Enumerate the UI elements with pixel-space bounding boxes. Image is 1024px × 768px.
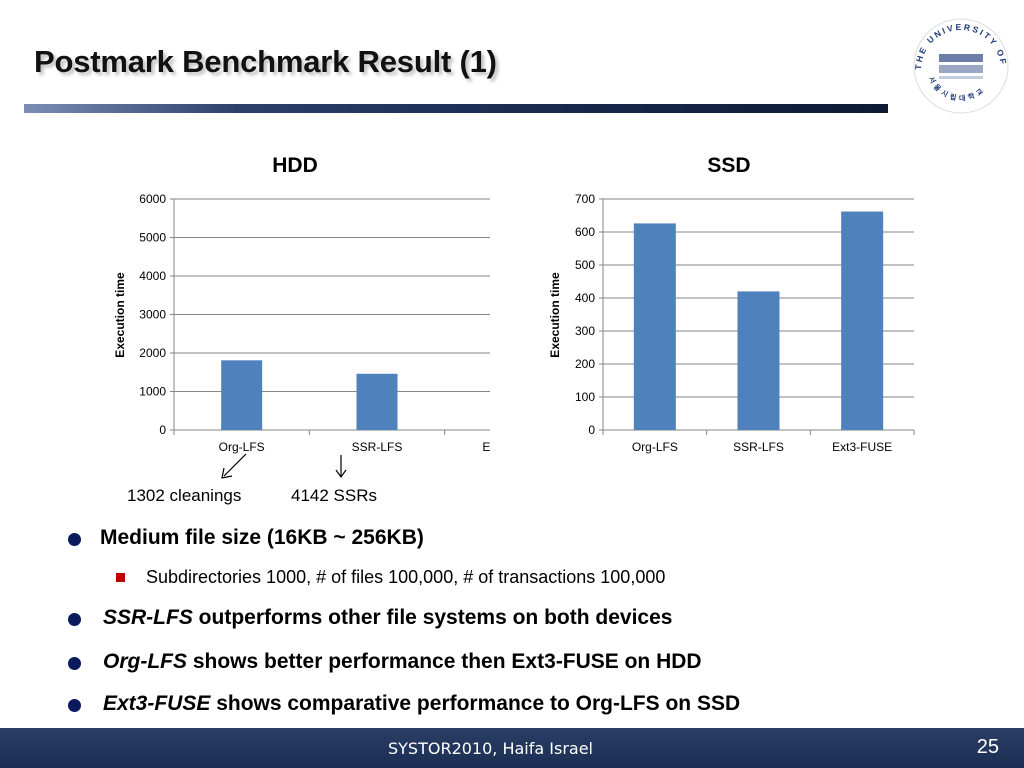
bullet-ext3-fuse-italic: Ext3-FUSE (103, 692, 211, 715)
hdd-chart-title: HDD (272, 154, 318, 177)
bullet-org-lfs-text: shows better performance then Ext3-FUSE … (187, 650, 702, 673)
sub-bullet-parameters-text: Subdirectories 1000, # of files 100,000,… (146, 567, 666, 587)
hdd-x-tick-label: Org-LFS (219, 440, 265, 454)
bullet-org-lfs-italic: Org-LFS (103, 650, 187, 673)
hdd-chart: HDD Execution time 0 1000 2000 3000 4000 5000… (100, 148, 490, 468)
ssd-y-tick-label: 0 (588, 423, 595, 437)
bullet-ext3-fuse: Ext3-FUSE shows comparative performance … (68, 692, 741, 716)
bullet-dot-icon (68, 533, 81, 546)
footer-conference: SYSTOR2010, Haifa Israel (388, 739, 593, 758)
ssd-y-tick-label: 100 (575, 390, 595, 404)
bullet-ssr-lfs-text: outperforms other file systems on both d… (192, 606, 673, 629)
ssd-y-tick-label: 500 (575, 258, 595, 272)
title-underline-bar (24, 104, 888, 113)
ssd-y-tick-label: 600 (575, 225, 595, 239)
bullet-file-size: Medium file size (16KB ~ 256KB) (68, 526, 424, 550)
hdd-y-tick-label: 6000 (139, 192, 166, 206)
bullet-ssr-lfs-italic: SSR-LFS (103, 606, 193, 629)
ssd-bar-ssr-lfs (737, 291, 780, 430)
ssd-y-tick-label: 700 (575, 192, 595, 206)
hdd-bar-ssr-lfs (356, 373, 398, 430)
ssd-bar-ext3-fuse (841, 211, 884, 430)
cleanings-annotation: 1302 cleanings (127, 486, 242, 505)
bullet-dot-icon (68, 613, 81, 626)
bullet-dot-icon (68, 699, 81, 712)
hdd-y-tick-label: 0 (159, 423, 166, 437)
ssd-bar-org-lfs (633, 223, 676, 430)
slide-title: Postmark Benchmark Result (1) (34, 44, 497, 79)
ssd-plot: 0 100 200 300 400 500 600 700 Org-LFS SSR-LFS Ext3… (575, 192, 915, 454)
hdd-x-tick-label: Ext3-FUSE (482, 440, 490, 454)
ssd-chart-title: SSD (707, 154, 751, 177)
ssd-x-tick-label: Org-LFS (632, 440, 678, 454)
logo-korean-text: 서울시립대학교 (927, 75, 984, 103)
hdd-y-tick-label: 1000 (139, 385, 166, 399)
ssrs-arrowhead (335, 469, 347, 479)
ssrs-annotation: 4142 SSRs (291, 486, 377, 505)
hdd-bar-org-lfs (221, 360, 263, 430)
university-seal-icon: THE UNIVERSITY OF SEOUL 서울시립대학교 (901, 0, 1017, 120)
slide-footer: SYSTOR2010, Haifa Israel 25 (0, 728, 1024, 768)
hdd-y-tick-label: 3000 (139, 308, 166, 322)
ssd-chart: SSD Execution time 0 100 200 300 400 500 600 70… (530, 148, 920, 468)
hdd-y-tick-label: 2000 (139, 346, 166, 360)
bullet-ext3-fuse-text: shows comparative performance to Org-LFS… (210, 692, 741, 715)
hdd-y-tick-label: 5000 (139, 231, 166, 245)
svg-text:서울시립대학교: 서울시립대학교 (927, 75, 988, 103)
hdd-y-tick-label: 4000 (139, 269, 166, 283)
ssd-y-tick-label: 300 (575, 324, 595, 338)
hdd-plot: 0 1000 2000 3000 4000 5000 6000 Org-LFS SSR-LFS E… (139, 192, 490, 454)
bullet-file-size-text: Medium file size (16KB ~ 256KB) (100, 526, 424, 549)
ssd-y-tick-label: 200 (575, 357, 595, 371)
bullet-dot-icon (68, 657, 81, 670)
sub-bullet-parameters: Subdirectories 1000, # of files 100,000,… (116, 567, 666, 588)
bullet-org-lfs: Org-LFS shows better performance then Ex… (68, 650, 702, 674)
hdd-x-tick-label: SSR-LFS (352, 440, 403, 454)
square-bullet-icon (116, 573, 125, 582)
cleanings-arrowhead (221, 467, 233, 479)
ssd-x-tick-label: SSR-LFS (733, 440, 784, 454)
ssd-y-tick-label: 400 (575, 291, 595, 305)
page-number: 25 (976, 736, 999, 758)
bullet-ssr-lfs: SSR-LFS outperforms other file systems o… (68, 606, 673, 630)
ssd-x-tick-label: Ext3-FUSE (832, 440, 892, 454)
